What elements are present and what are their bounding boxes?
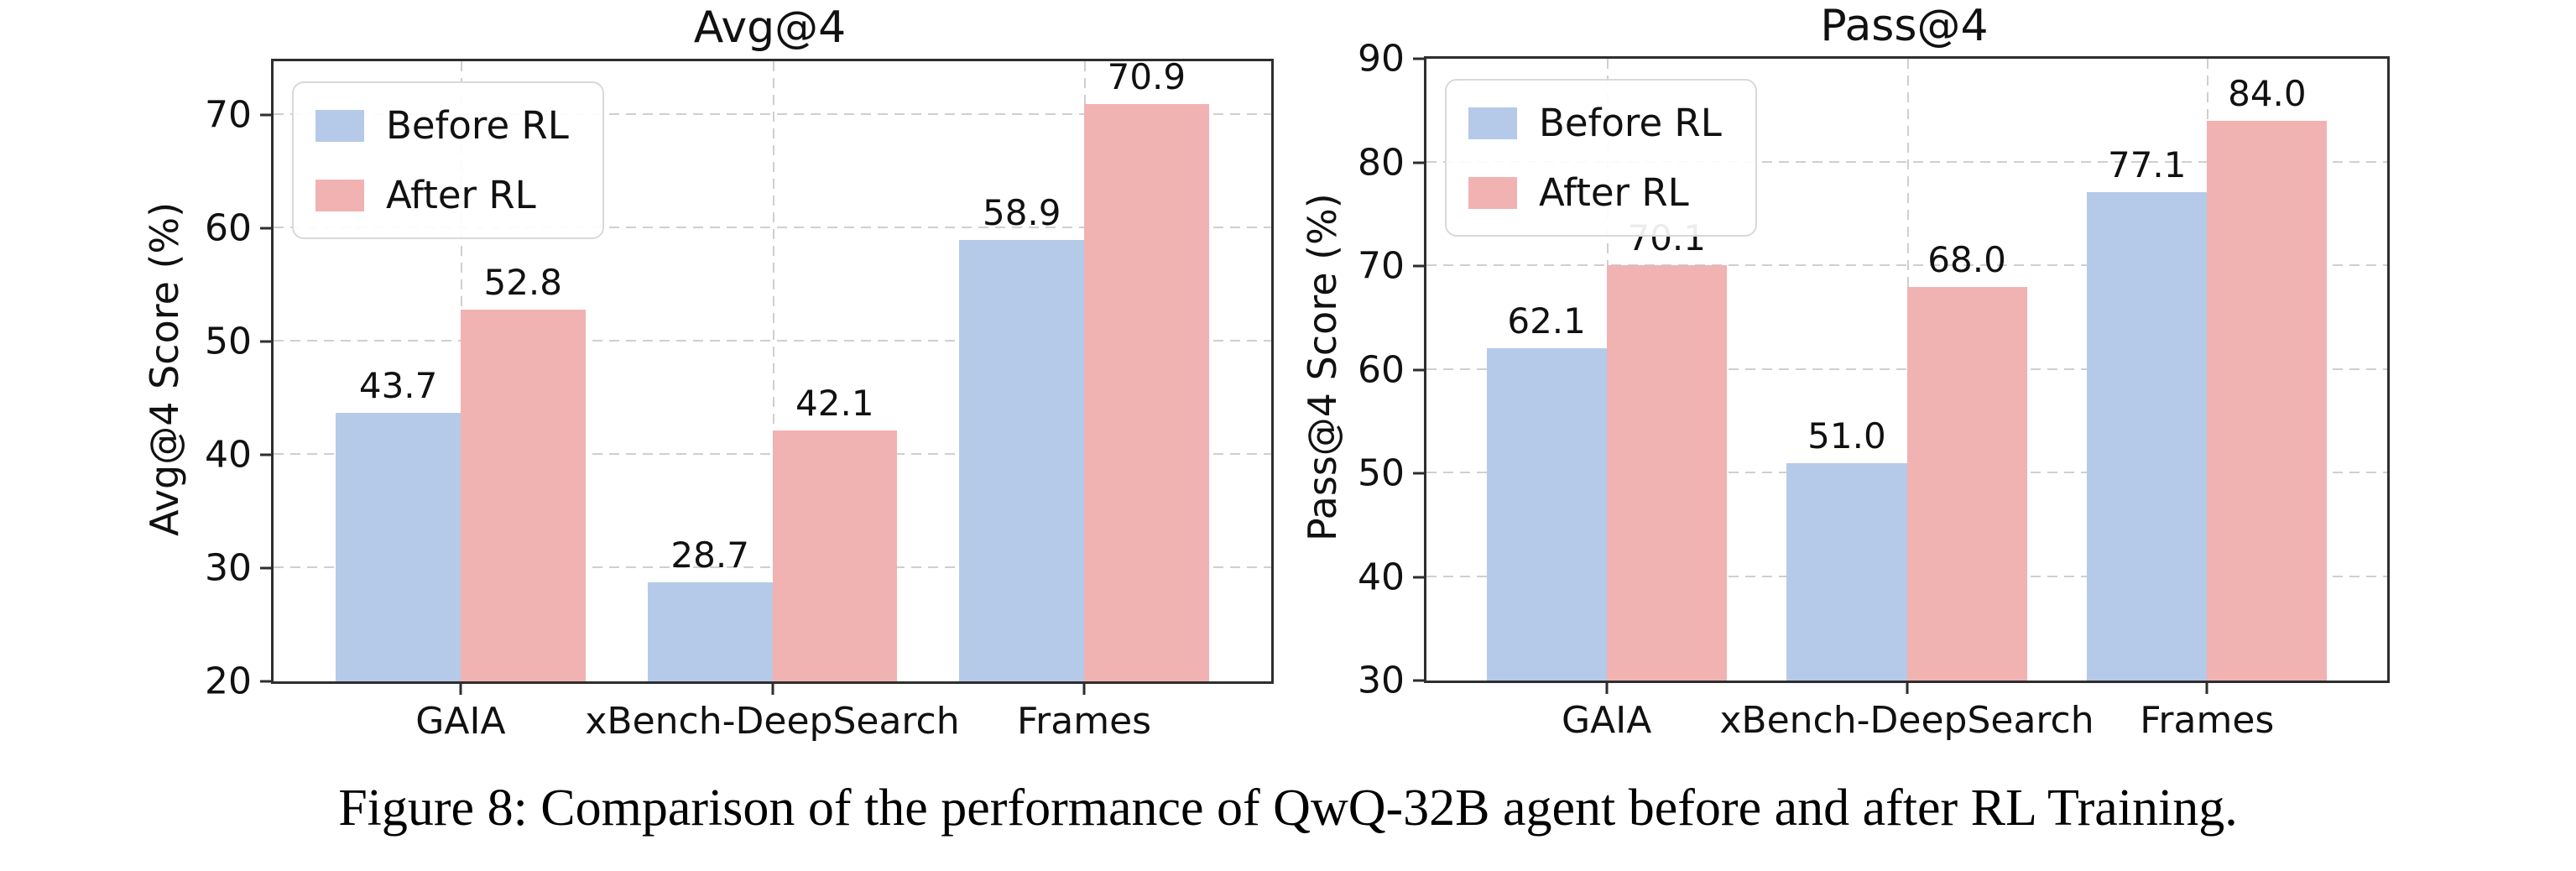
legend-label: Before RL [386, 103, 569, 148]
x-tick-mark [459, 681, 462, 695]
x-tick-mark [1605, 681, 1609, 694]
x-tick-label: xBench-DeepSearch [1719, 699, 2094, 742]
y-tick-mark [1413, 264, 1426, 268]
legend-entry: Before RL [315, 103, 569, 148]
bar-value-label: 84.0 [2228, 73, 2307, 115]
chart-title-pass4: Pass@4 [1820, 1, 1989, 51]
y-axis-label-avg4: Avg@4 Score (%) [142, 201, 187, 536]
x-tick-mark [771, 681, 774, 695]
y-tick-label: 40 [1358, 555, 1405, 598]
x-gridline [772, 61, 774, 681]
y-tick-label: 80 [1358, 141, 1405, 184]
bar-value-label: 77.1 [2107, 144, 2187, 186]
bar-value-label: 43.7 [358, 364, 438, 406]
y-tick-mark [260, 340, 274, 343]
x-tick-mark [1082, 681, 1086, 695]
chart-title-avg4: Avg@4 [693, 3, 847, 53]
legend-entry: After RL [315, 173, 569, 217]
y-tick-label: 30 [205, 546, 252, 590]
legend-swatch-after_rl [315, 179, 364, 211]
plot-area-avg4: 20 30 40 50 60 70 GAIA 43.7 52.8 xBench-DeepSearc… [205, 56, 1274, 743]
bar-after-rl [1084, 104, 1209, 681]
legend-entry: Before RL [1468, 101, 1722, 145]
y-tick-label: 90 [1358, 37, 1405, 81]
legend-label: Before RL [1539, 101, 1722, 145]
legend-label: After RL [386, 173, 536, 217]
y-tick-mark [1413, 576, 1426, 578]
bar-after-rl [1606, 264, 1727, 681]
bar-value-label: 70.9 [1107, 56, 1186, 98]
y-tick-label: 50 [205, 320, 252, 363]
bar-value-label: 42.1 [795, 383, 874, 425]
legend-swatch-before_rl [1468, 107, 1517, 139]
y-tick-mark [260, 227, 274, 230]
y-tick-mark [260, 680, 274, 683]
bar-after-rl [460, 309, 586, 681]
x-tick-label: GAIA [1562, 699, 1652, 742]
y-tick-label: 70 [1358, 244, 1405, 288]
legend: Before RL After RL [292, 81, 604, 239]
bar-before-rl [2087, 192, 2208, 681]
y-tick-mark [1413, 368, 1426, 371]
x-tick-label: Frames [1017, 700, 1152, 743]
y-tick-label: 40 [205, 433, 252, 477]
bar-before-rl [1486, 347, 1607, 681]
bar-after-rl [1906, 286, 2027, 681]
y-tick-mark [1413, 161, 1426, 164]
figure-caption: Figure 8: Comparison of the performance … [338, 780, 2238, 837]
y-tick-label: 70 [205, 93, 252, 136]
bar-before-rl [1786, 462, 1907, 681]
bar-before-rl [336, 412, 461, 681]
y-tick-label: 60 [1358, 348, 1405, 391]
x-tick-label: xBench-DeepSearch [585, 700, 960, 743]
bar-before-rl [959, 240, 1085, 681]
bar-value-label: 62.1 [1507, 300, 1586, 342]
legend: Before RL After RL [1445, 79, 1757, 237]
bar-value-label: 52.8 [483, 261, 563, 303]
x-tick-label: GAIA [415, 700, 506, 743]
x-tick-mark [2205, 681, 2208, 694]
y-tick-label: 50 [1358, 451, 1405, 495]
y-tick-mark [260, 453, 274, 456]
legend-swatch-before_rl [315, 109, 364, 142]
legend-entry: After RL [1468, 170, 1722, 215]
y-tick-mark [260, 113, 274, 116]
bar-value-label: 28.7 [670, 535, 749, 576]
legend-label: After RL [1539, 170, 1689, 215]
bar-value-label: 51.0 [1807, 415, 1886, 456]
legend-swatch-after_rl [1468, 176, 1517, 209]
plot-area-pass4: 30 40 50 60 70 80 90 GAIA 62.1 70.1 xBench-DeepSea… [1358, 38, 2390, 742]
y-axis-label-pass4: Pass@4 Score (%) [1300, 193, 1345, 541]
x-tick-mark [1906, 681, 1908, 694]
bar-after-rl [772, 430, 898, 681]
bar-after-rl [2207, 121, 2328, 681]
y-tick-label: 60 [205, 206, 252, 250]
y-tick-mark [1413, 679, 1426, 682]
y-tick-label: 30 [1358, 659, 1405, 702]
y-tick-mark [1413, 57, 1426, 60]
y-tick-mark [1413, 472, 1426, 475]
y-tick-mark [260, 566, 274, 570]
bar-before-rl [647, 582, 773, 681]
bar-value-label: 58.9 [982, 192, 1061, 234]
x-tick-label: Frames [2140, 699, 2275, 742]
bar-value-label: 68.0 [1927, 238, 2006, 280]
y-tick-label: 20 [205, 660, 252, 703]
